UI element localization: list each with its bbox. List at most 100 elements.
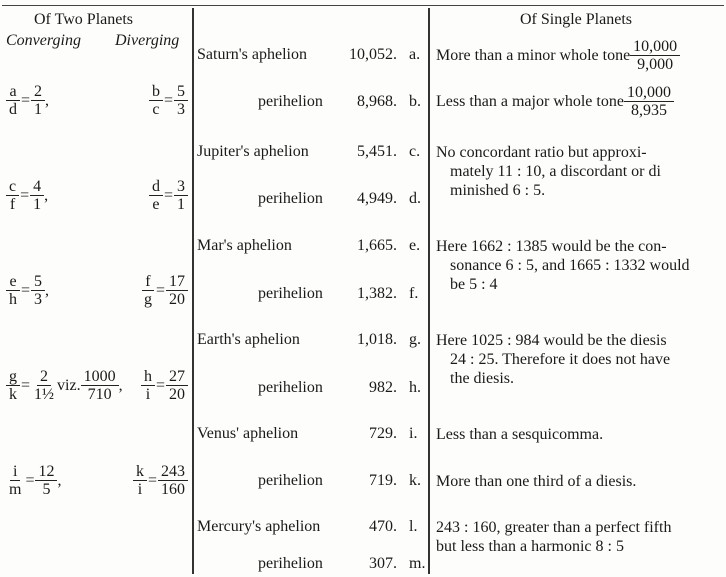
row-letter: e. (409, 237, 421, 254)
fraction: 27 20 (166, 368, 188, 403)
note-saturn-perihelion: Less than a major whole tone 10,000 8,935 (436, 84, 720, 119)
numerator: 243 (158, 463, 188, 481)
planet-name: perihelion (258, 555, 323, 572)
planet-name: Mar's aphelion (197, 237, 292, 254)
denominator: i (137, 481, 143, 498)
planet-row: perihelion 1,382. f. (197, 285, 425, 305)
denominator: c (152, 101, 160, 118)
comma: , (57, 471, 62, 489)
note-line: 24 : 25. Therefore it does not have (450, 351, 671, 368)
planet-name: Earth's aphelion (197, 331, 300, 348)
converging-ratio: e h = 5 3, (6, 273, 49, 308)
planet-row: perihelion 982. h. (197, 379, 425, 399)
row-letter: l. (409, 518, 418, 535)
note-venus-aphelion: Less than a sesquicomma. (436, 426, 604, 443)
distance-value: 1,665. (357, 237, 397, 254)
numerator: c (6, 178, 20, 196)
numerator: 5 (31, 273, 46, 291)
denominator: 1 (177, 196, 185, 213)
distance-value: 4,949. (357, 190, 397, 207)
diverging-ratio: h i = 27 20 (140, 368, 188, 403)
note-line: minished 6 : 5. (450, 182, 546, 199)
planet-name: perihelion (258, 93, 323, 110)
numerator: 12 (35, 463, 58, 481)
note-line: Here 1025 : 984 would be the diesis (436, 332, 667, 349)
denominator: 160 (161, 481, 185, 498)
denominator: 710 (87, 386, 112, 403)
row-letter: a. (409, 46, 421, 63)
note-venus-perihelion: More than one third of a diesis. (436, 473, 637, 490)
denominator: 20 (169, 291, 185, 308)
denominator: h (9, 291, 17, 308)
planet-row: perihelion 719. k. (197, 472, 425, 492)
note-line: sonance 6 : 5, and 1665 : 1332 would (450, 257, 690, 274)
denominator: 8,935 (630, 102, 667, 119)
diverging-heading: Diverging (115, 32, 180, 49)
comma: , (118, 376, 123, 394)
converging-ratio: g k = 2 1½ viz. 1000 710, (6, 368, 123, 403)
planet-row: Jupiter's aphelion 5,451. c. (197, 143, 425, 163)
note-jupiter: No concordant ratio but approxi- mately … (436, 143, 720, 200)
viz-label: viz. (57, 376, 81, 394)
numerator: k (132, 463, 147, 481)
row-letter: k. (409, 472, 421, 489)
denominator: 5 (42, 481, 51, 498)
note-line: but less than a harmonic 8 : 5 (436, 538, 624, 555)
row-letter: b. (409, 93, 421, 110)
equals-sign: = (20, 186, 30, 204)
distance-value: 982. (369, 379, 397, 396)
comma: , (45, 91, 50, 109)
planet-row: Mercury's aphelion 470. l. (197, 518, 425, 538)
equals-sign: = (21, 281, 31, 299)
two-planets-heading: Of Two Planets (34, 11, 134, 28)
denominator: 3 (177, 101, 185, 118)
comma: , (44, 186, 49, 204)
diverging-ratio: b c = 5 3 (148, 83, 188, 118)
denominator: d (9, 101, 17, 118)
note-mercury: 243 : 160, greater than a perfect fifth … (436, 518, 720, 556)
denominator: 9,000 (637, 56, 674, 73)
converging-ratio: i m = 12 5, (6, 463, 61, 498)
note-line: be 5 : 4 (450, 276, 498, 293)
planet-row: perihelion 4,949. d. (197, 190, 425, 210)
note-text: More than a minor whole tone (436, 47, 631, 64)
numerator: 1000 (80, 368, 119, 386)
distance-value: 1,382. (357, 285, 397, 302)
denominator: m (9, 481, 22, 498)
numerator: 10,000 (630, 38, 681, 56)
note-text: Less than a major whole tone (436, 93, 624, 110)
comma: , (45, 281, 50, 299)
row-letter: h. (409, 379, 421, 396)
planet-row: perihelion 8,968. b. (197, 93, 425, 113)
planet-row: Earth's aphelion 1,018. g. (197, 331, 425, 351)
row-letter: g. (409, 331, 421, 348)
denominator: 1 (33, 196, 42, 213)
distance-value: 8,968. (357, 93, 397, 110)
numerator: 2 (37, 368, 52, 386)
note-line: the diesis. (450, 370, 514, 387)
column-divider (192, 8, 194, 574)
denominator: 20 (169, 386, 185, 403)
distance-value: 729. (369, 425, 397, 442)
fraction: 10,000 8,935 (623, 84, 674, 119)
equals-sign: = (163, 186, 173, 204)
planet-name: perihelion (258, 472, 323, 489)
diverging-ratio: d e = 3 1 (148, 178, 188, 213)
note-line: mately 11 : 10, a discordant or di (450, 163, 661, 180)
planet-name: perihelion (258, 190, 323, 207)
fraction: 1000 710 (80, 368, 119, 403)
top-rule (2, 5, 724, 6)
single-planets-heading: Of Single Planets (520, 11, 632, 28)
row-letter: d. (409, 190, 421, 207)
row-letter: c. (409, 143, 421, 160)
converging-heading: Converging (6, 32, 81, 49)
numerator: 17 (166, 273, 188, 291)
numerator: 5 (174, 83, 188, 101)
